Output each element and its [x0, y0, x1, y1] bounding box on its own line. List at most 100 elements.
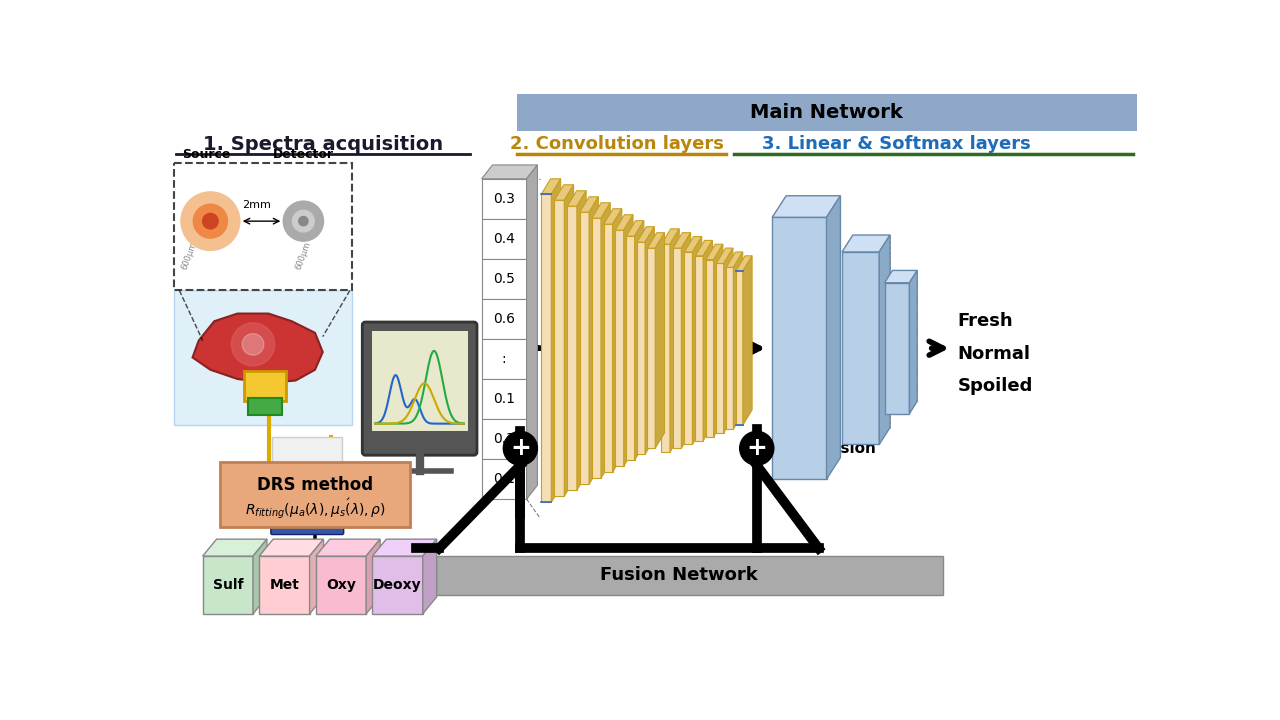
Text: Met: Met	[270, 578, 300, 592]
Circle shape	[180, 192, 239, 251]
Polygon shape	[259, 539, 324, 556]
Text: Main Network: Main Network	[750, 103, 902, 122]
Polygon shape	[772, 217, 827, 479]
Polygon shape	[681, 233, 691, 449]
Polygon shape	[541, 194, 552, 502]
FancyBboxPatch shape	[481, 339, 526, 379]
Polygon shape	[637, 242, 645, 454]
Text: Spoiled: Spoiled	[957, 377, 1033, 395]
Text: Detector: Detector	[273, 148, 334, 161]
Text: Deoxy: Deoxy	[374, 578, 422, 592]
Polygon shape	[842, 235, 890, 252]
Polygon shape	[481, 165, 538, 179]
Polygon shape	[879, 235, 890, 444]
Polygon shape	[733, 252, 742, 429]
Polygon shape	[202, 556, 253, 614]
Polygon shape	[589, 197, 598, 485]
Polygon shape	[192, 313, 323, 383]
FancyBboxPatch shape	[243, 372, 287, 400]
Polygon shape	[842, 252, 879, 444]
Polygon shape	[626, 236, 635, 460]
FancyBboxPatch shape	[371, 331, 467, 431]
Polygon shape	[567, 191, 586, 206]
Text: 2. Convolution layers: 2. Convolution layers	[511, 135, 724, 153]
Polygon shape	[616, 230, 623, 467]
Polygon shape	[695, 240, 713, 256]
Polygon shape	[541, 179, 561, 194]
Polygon shape	[616, 215, 634, 230]
Polygon shape	[259, 556, 310, 614]
Polygon shape	[310, 539, 324, 614]
Polygon shape	[736, 271, 742, 426]
Text: :: :	[502, 352, 507, 366]
Polygon shape	[685, 237, 701, 252]
Polygon shape	[736, 256, 753, 271]
Text: DRS method: DRS method	[257, 476, 372, 494]
FancyBboxPatch shape	[481, 219, 526, 259]
Polygon shape	[604, 224, 613, 472]
Polygon shape	[626, 221, 644, 236]
Polygon shape	[648, 248, 655, 449]
Polygon shape	[591, 218, 602, 478]
Polygon shape	[202, 539, 268, 556]
Polygon shape	[372, 539, 436, 556]
Polygon shape	[695, 256, 703, 441]
Polygon shape	[554, 185, 573, 200]
FancyBboxPatch shape	[174, 163, 352, 290]
Polygon shape	[909, 271, 918, 414]
FancyBboxPatch shape	[481, 259, 526, 299]
Polygon shape	[648, 233, 664, 248]
Text: Source: Source	[283, 508, 332, 521]
Text: +: +	[746, 436, 767, 460]
Polygon shape	[713, 244, 723, 437]
Polygon shape	[613, 209, 622, 472]
Circle shape	[232, 323, 275, 366]
Polygon shape	[884, 283, 909, 414]
Polygon shape	[635, 221, 644, 460]
Circle shape	[740, 431, 774, 465]
Polygon shape	[552, 179, 561, 502]
Polygon shape	[703, 240, 713, 441]
FancyBboxPatch shape	[247, 398, 283, 415]
Circle shape	[503, 431, 538, 465]
Polygon shape	[591, 203, 611, 218]
Circle shape	[193, 204, 228, 238]
Circle shape	[293, 210, 314, 232]
Polygon shape	[253, 539, 268, 614]
Polygon shape	[372, 556, 422, 614]
FancyBboxPatch shape	[481, 299, 526, 339]
Polygon shape	[554, 200, 564, 496]
Polygon shape	[673, 233, 691, 248]
FancyBboxPatch shape	[416, 556, 943, 595]
FancyBboxPatch shape	[174, 290, 352, 426]
FancyBboxPatch shape	[481, 379, 526, 419]
Polygon shape	[662, 244, 669, 452]
Polygon shape	[623, 215, 634, 467]
Polygon shape	[726, 252, 742, 267]
Circle shape	[242, 333, 264, 355]
Polygon shape	[580, 212, 589, 485]
Polygon shape	[577, 191, 586, 490]
Text: 0.1: 0.1	[493, 472, 515, 486]
Text: Oxy: Oxy	[326, 578, 356, 592]
FancyBboxPatch shape	[481, 179, 526, 219]
Polygon shape	[567, 206, 577, 490]
Circle shape	[298, 217, 308, 226]
Polygon shape	[707, 244, 723, 260]
FancyBboxPatch shape	[220, 462, 410, 527]
Polygon shape	[726, 267, 733, 429]
Text: 0.5: 0.5	[493, 272, 515, 286]
FancyBboxPatch shape	[517, 94, 1137, 131]
Text: 600μm: 600μm	[180, 240, 198, 271]
Polygon shape	[884, 271, 918, 283]
Polygon shape	[707, 260, 713, 437]
FancyBboxPatch shape	[481, 459, 526, 499]
Polygon shape	[669, 229, 680, 452]
Polygon shape	[772, 196, 841, 217]
Polygon shape	[827, 196, 841, 479]
Text: Early fusion: Early fusion	[544, 441, 645, 456]
Text: Detector: Detector	[276, 465, 338, 478]
Text: 1. Spectra acquisition: 1. Spectra acquisition	[202, 135, 443, 153]
Text: Late fusion: Late fusion	[780, 441, 876, 456]
Text: 3. Linear & Softmax layers: 3. Linear & Softmax layers	[762, 135, 1030, 153]
